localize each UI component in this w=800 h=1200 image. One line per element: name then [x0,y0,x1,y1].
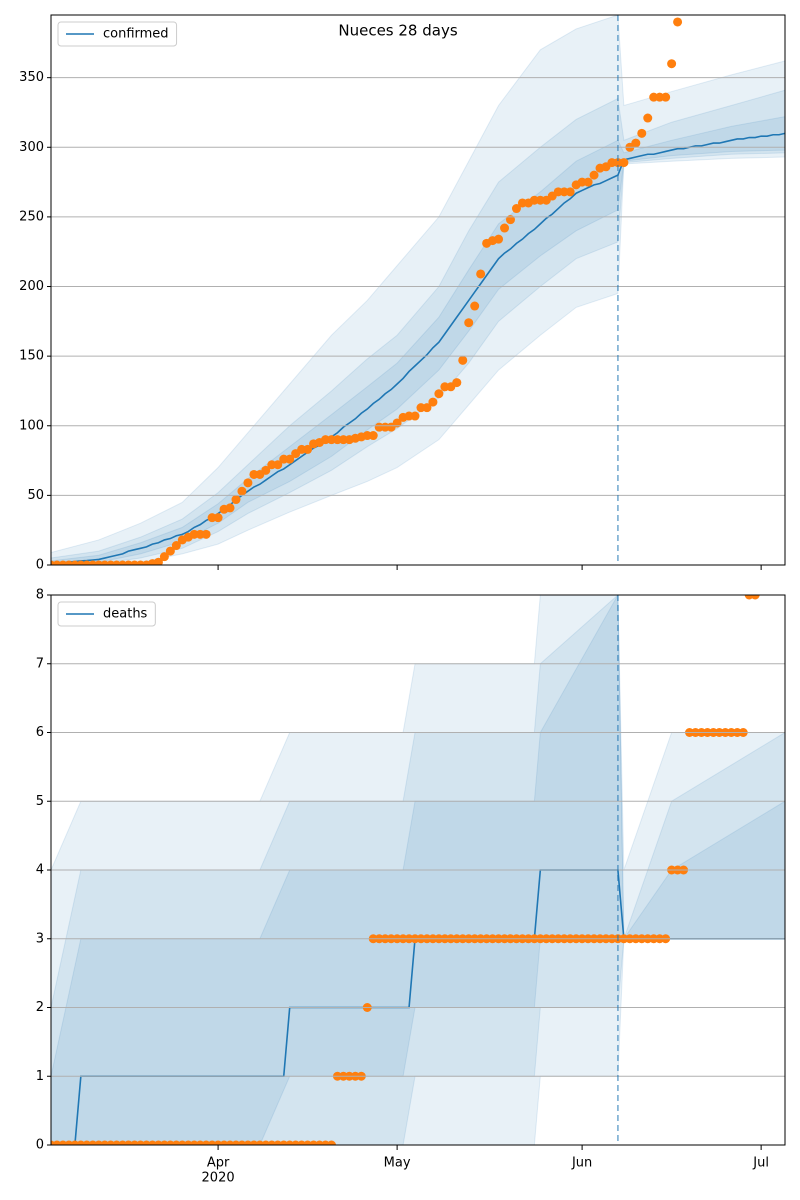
observed-point [326,1140,336,1145]
observed-point [237,486,247,496]
observed-point [428,397,438,407]
observed-point [434,389,444,399]
observed-point [303,444,313,454]
y-tick-label: 2 [36,1000,44,1015]
confidence-band [51,116,785,565]
confidence-band [51,15,785,565]
observed-point [494,234,504,244]
observed-point [201,529,211,539]
y-tick-label: 6 [36,725,44,740]
chart-title: Nueces 28 days [338,22,457,40]
confidence-band [51,89,785,565]
x-tick-year: 2020 [202,1171,235,1186]
y-tick-label: 0 [36,1138,44,1153]
y-tick-label: 1 [36,1069,44,1084]
y-tick-label: 300 [19,140,44,155]
observed-point [153,557,163,565]
observed-point [273,460,283,470]
y-tick-label: 350 [19,70,44,85]
observed-point [285,454,295,464]
legend-box [57,21,178,47]
observed-point [511,204,521,214]
observed-point [422,403,432,413]
observed-point [673,17,683,27]
y-tick-label: 4 [36,863,44,878]
observed-point [159,552,169,562]
y-tick-label: 0 [36,558,44,573]
x-tick-label: Apr [207,1156,230,1171]
observed-point [750,595,760,600]
x-tick-label: Jul [752,1156,769,1171]
y-tick-label: 5 [36,794,44,809]
plot-area [51,15,785,565]
y-tick-label: 100 [19,418,44,433]
observed-point [500,223,510,233]
observed-point [505,215,515,225]
observed-point [470,301,480,311]
axes-frame [50,594,786,1146]
observed-point [667,59,677,69]
observed-point [631,138,641,148]
y-tick-label: 250 [19,209,44,224]
y-tick-label: 3 [36,931,44,946]
legend-label: confirmed [103,27,169,42]
model-line [51,132,785,565]
observed-point [171,541,181,551]
observed-point [410,411,420,421]
axes-frame [50,14,786,566]
observed-point [643,113,653,123]
observed-point [619,158,629,168]
observed-point [392,418,402,428]
observed-point [458,355,468,365]
observed-point [213,513,223,523]
observed-point [589,170,599,180]
observed-point [261,465,271,475]
observed-point [661,92,671,102]
observed-point [565,187,575,197]
observed-point [476,269,486,279]
y-tick-label: 200 [19,279,44,294]
observed-point [231,495,241,505]
x-tick-label: May [384,1156,411,1171]
observed-point [368,431,378,441]
observed-point [243,478,253,488]
legend-box [57,601,156,627]
y-tick-label: 8 [36,588,44,603]
y-tick-label: 50 [27,488,44,503]
y-tick-label: 150 [19,349,44,364]
x-tick-label: Jun [571,1156,592,1171]
observed-point [637,128,647,138]
observed-point [165,546,175,556]
legend-label: deaths [103,607,148,622]
observed-point [225,503,235,513]
observed-point [464,318,474,328]
observed-point [452,378,462,388]
observed-point [583,177,593,187]
y-tick-label: 7 [36,656,44,671]
